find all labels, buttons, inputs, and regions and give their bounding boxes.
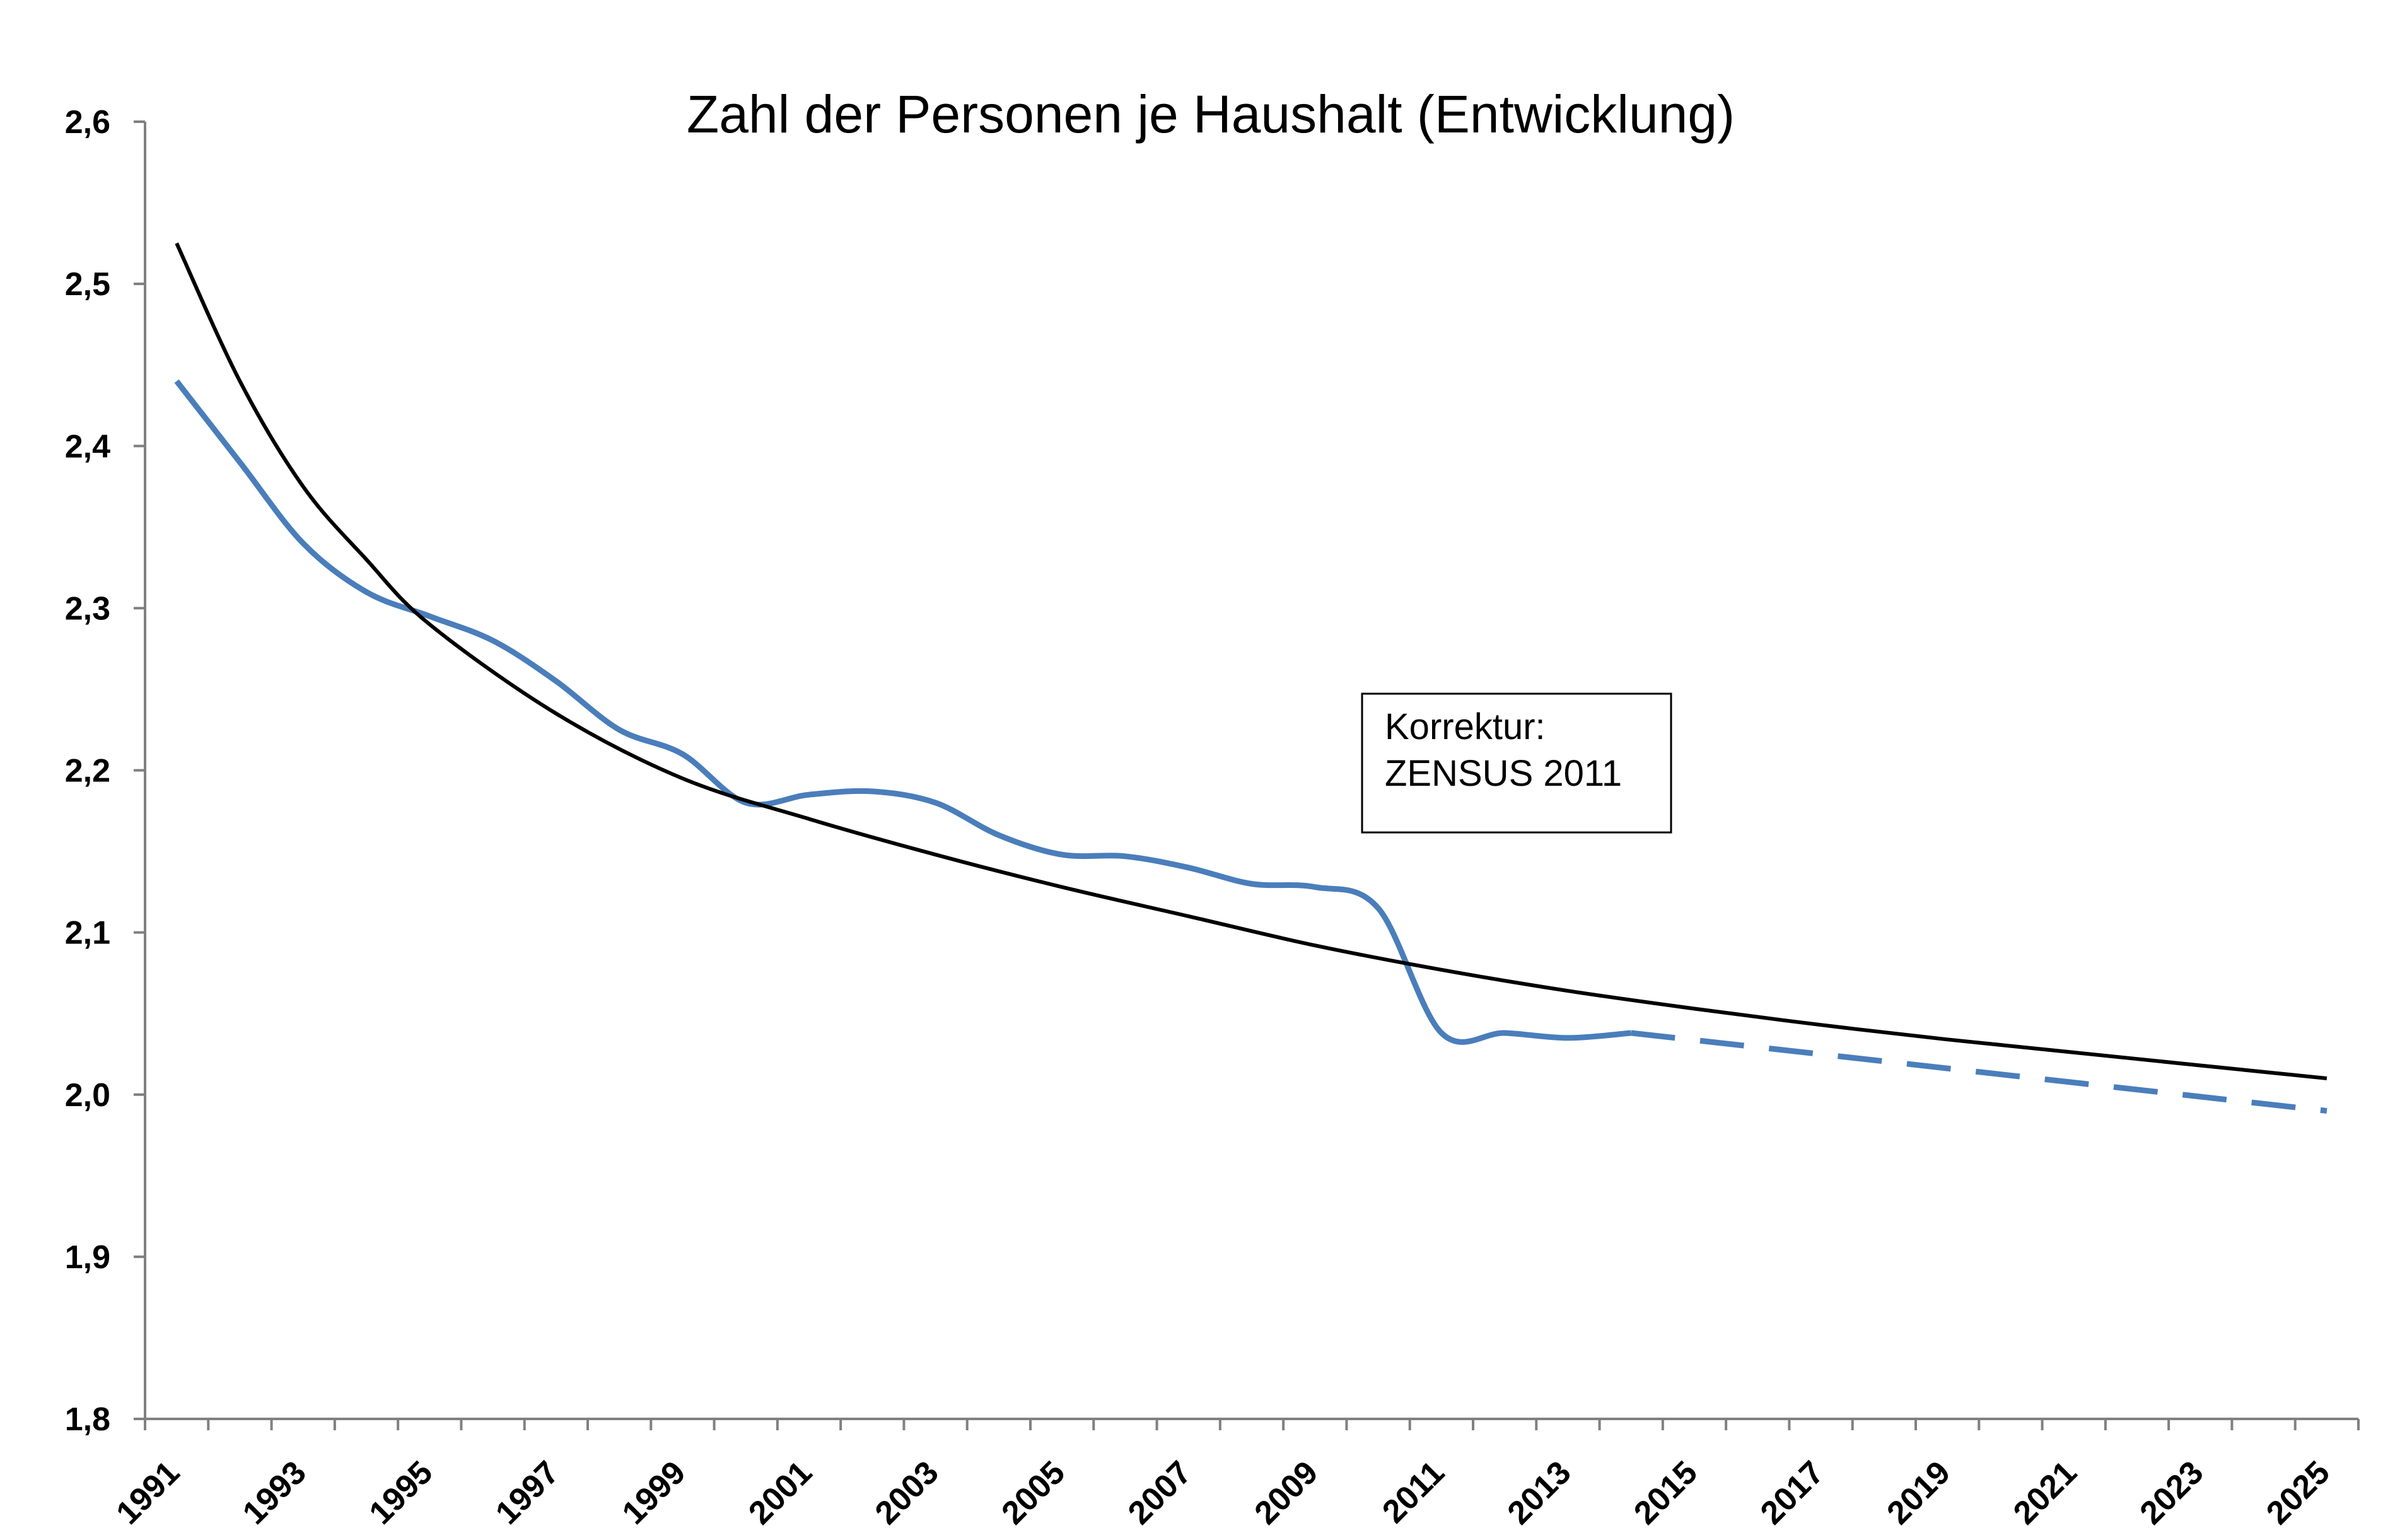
y-tick-label: 2,4 [65,428,110,465]
series-line-projection [1631,1030,2328,1114]
y-tick-label: 1,9 [65,1239,110,1276]
annotation-border [1361,692,1672,834]
y-tick-label: 2,6 [65,104,110,141]
y-tick-label: 2,5 [65,266,110,303]
y-tick-label: 2,0 [65,1077,110,1114]
annotation-line-1: Korrektur: [1385,706,1546,747]
y-tick-label: 2,2 [65,753,110,790]
chart-title: Zahl der Personen je Haushalt (Entwicklu… [687,85,1735,144]
y-tick-label: 2,1 [65,915,110,952]
y-tick-label: 2,3 [65,590,110,627]
series-line-trend [175,242,2328,1080]
annotation-box: Korrektur: ZENSUS 2011 [1361,692,1672,834]
series-group [174,242,2328,1114]
series-line-actual [174,379,1632,1045]
y-tick-group: 2,6 2,5 2,4 2,3 2,2 2,1 2,0 1,9 1,8 [65,104,145,1438]
annotation-line-2: ZENSUS 2011 [1385,753,1622,794]
y-axis: 2,6 2,5 2,4 2,3 2,2 2,1 2,0 1,9 1,8 [65,104,146,1438]
y-tick-label: 1,8 [65,1401,110,1438]
